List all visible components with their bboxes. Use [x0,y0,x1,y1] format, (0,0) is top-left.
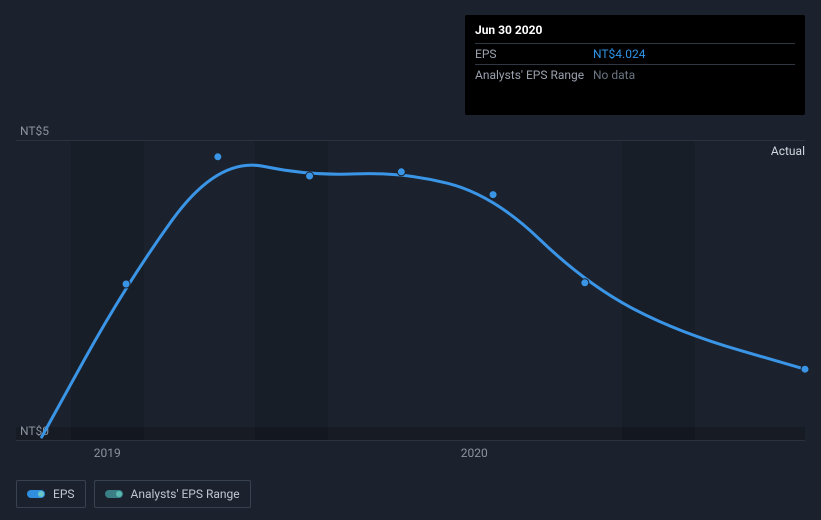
data-point[interactable] [581,279,589,287]
legend-item-range[interactable]: Analysts' EPS Range [94,480,251,508]
eps-line [42,165,805,437]
legend-item-eps[interactable]: EPS [16,480,86,508]
legend-swatch-icon [27,490,45,498]
legend-item-label: EPS [53,487,75,501]
data-point[interactable] [122,280,130,288]
legend-swatch-icon [105,490,123,498]
data-point[interactable] [214,153,222,161]
data-point[interactable] [397,168,405,176]
data-point[interactable] [306,172,314,180]
legend-item-label: Analysts' EPS Range [131,487,240,501]
line-chart [0,0,821,520]
legend: EPS Analysts' EPS Range [16,480,251,508]
chart-container: Jun 30 2020 EPSNT$4.024Analysts' EPS Ran… [0,0,821,520]
data-point[interactable] [801,365,809,373]
data-point[interactable] [489,191,497,199]
